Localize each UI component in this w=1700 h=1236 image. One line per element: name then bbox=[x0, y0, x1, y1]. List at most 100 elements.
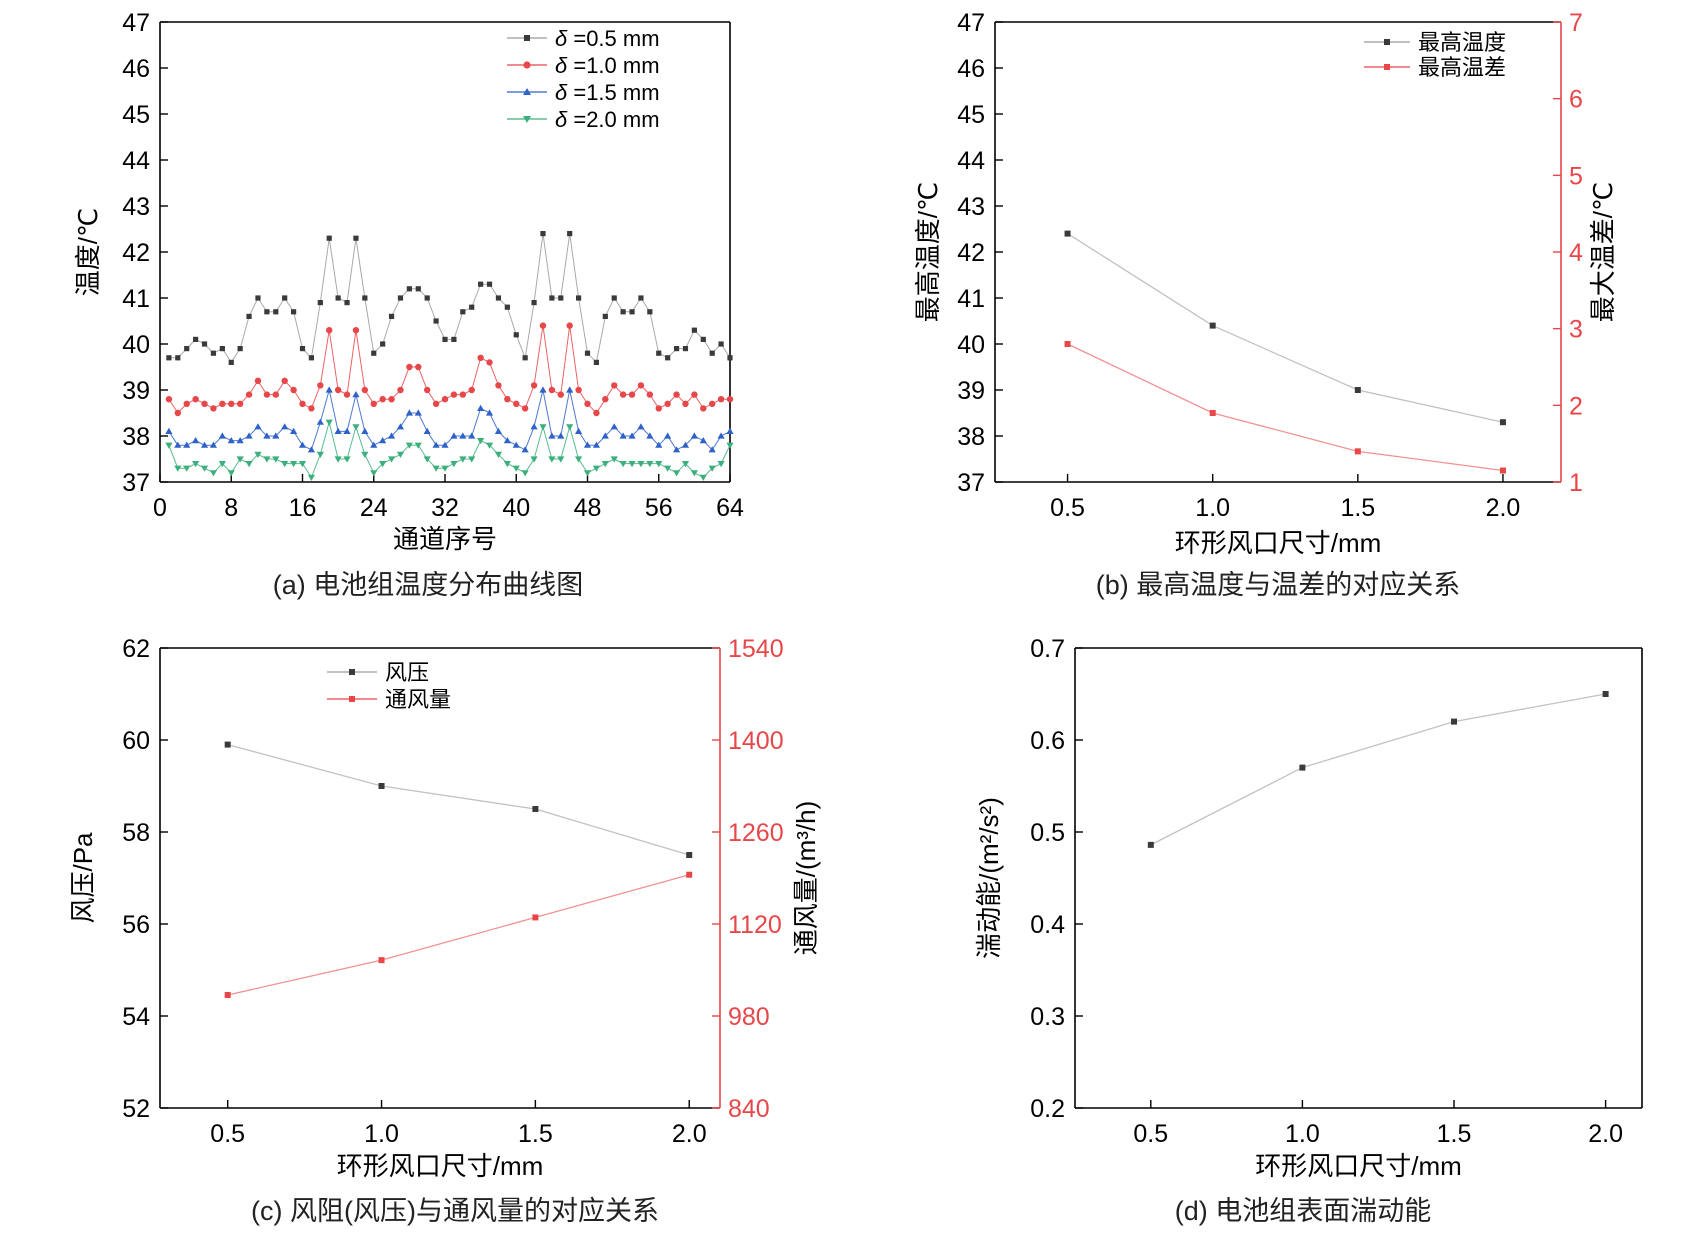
data-point bbox=[495, 382, 502, 389]
data-point bbox=[619, 391, 627, 398]
data-point bbox=[423, 427, 431, 434]
data-point bbox=[307, 446, 316, 453]
data-point bbox=[691, 391, 698, 398]
y-right-tick-label: 1260 bbox=[728, 819, 784, 847]
data-point bbox=[726, 427, 734, 434]
data-point bbox=[1602, 691, 1609, 697]
y-right-tick-label: 1120 bbox=[728, 911, 782, 939]
y-tick-label: 37 bbox=[957, 469, 985, 497]
legend-label: 通风量 bbox=[385, 687, 451, 712]
data-point bbox=[165, 427, 173, 434]
data-point bbox=[371, 350, 377, 356]
data-point bbox=[699, 437, 707, 444]
data-point bbox=[224, 741, 231, 748]
data-point bbox=[708, 465, 716, 472]
series-1 bbox=[224, 871, 693, 998]
y-tick-label: 46 bbox=[122, 55, 150, 83]
data-point bbox=[298, 441, 307, 448]
data-point bbox=[378, 957, 385, 964]
data-point bbox=[193, 336, 199, 342]
series-0 bbox=[224, 741, 693, 858]
x-tick-label: 24 bbox=[360, 494, 388, 522]
series-line bbox=[1150, 693, 1606, 846]
data-point bbox=[1354, 387, 1361, 393]
data-point bbox=[539, 386, 547, 393]
data-point bbox=[601, 461, 609, 468]
y-tick-label: 46 bbox=[957, 55, 985, 83]
series-line bbox=[168, 325, 730, 414]
data-point bbox=[227, 470, 235, 477]
data-point bbox=[647, 309, 653, 315]
x-tick-label: 2.0 bbox=[1486, 494, 1521, 522]
y-tick-label: 43 bbox=[122, 193, 150, 221]
x-tick-label: 64 bbox=[716, 494, 744, 522]
data-point bbox=[1354, 448, 1361, 455]
x-tick-label: 0.5 bbox=[1050, 494, 1085, 522]
data-point bbox=[485, 409, 494, 416]
data-point bbox=[396, 451, 405, 458]
data-point bbox=[325, 386, 333, 393]
data-point bbox=[682, 346, 689, 352]
data-point bbox=[423, 386, 431, 394]
data-point bbox=[414, 442, 422, 449]
data-point bbox=[610, 423, 618, 430]
data-point bbox=[166, 355, 172, 361]
y-right-tick-label: 4 bbox=[1569, 239, 1583, 267]
x-tick-label: 2.0 bbox=[672, 1120, 707, 1148]
y-tick-label: 54 bbox=[122, 1003, 150, 1031]
chart-caption: (c) 风阻(风压)与通风量的对应关系 bbox=[251, 1196, 659, 1226]
data-point bbox=[388, 396, 395, 403]
data-point bbox=[611, 295, 617, 301]
legend-label: δ =2.0 mm bbox=[555, 107, 660, 132]
legend-label: 最高温差 bbox=[1418, 55, 1506, 80]
series-0 bbox=[166, 231, 733, 365]
data-point bbox=[717, 396, 725, 403]
data-point bbox=[690, 432, 698, 439]
data-point bbox=[290, 386, 297, 394]
data-point bbox=[539, 424, 547, 431]
data-point bbox=[477, 404, 485, 411]
y-tick-label: 0.3 bbox=[1030, 1003, 1065, 1031]
y-tick-label: 0.5 bbox=[1030, 819, 1065, 847]
data-point bbox=[441, 396, 449, 403]
y-tick-label: 45 bbox=[957, 101, 985, 129]
data-point bbox=[655, 441, 663, 448]
data-point bbox=[495, 295, 502, 301]
data-point bbox=[263, 456, 271, 463]
x-tick-label: 32 bbox=[431, 494, 459, 522]
data-point bbox=[637, 423, 645, 430]
data-point bbox=[397, 295, 404, 301]
data-point bbox=[531, 300, 537, 306]
data-point bbox=[210, 405, 217, 412]
data-point bbox=[396, 423, 405, 430]
chart-2: 0.5 1.0 1.5 2.0 52 54 56 58 60 62 840 980 1120 1260 14… bbox=[68, 635, 821, 1181]
data-point bbox=[521, 470, 529, 477]
data-point bbox=[539, 322, 547, 329]
data-point bbox=[708, 400, 716, 407]
data-point bbox=[468, 386, 475, 394]
data-point bbox=[468, 456, 476, 463]
data-point bbox=[378, 783, 385, 789]
y-axis-label: 湍动能/(m²/s²) bbox=[974, 797, 1004, 959]
data-point bbox=[370, 400, 377, 407]
data-point bbox=[219, 400, 226, 407]
data-point bbox=[281, 461, 289, 468]
data-point bbox=[628, 391, 636, 398]
y-tick-label: 60 bbox=[122, 727, 150, 755]
data-point bbox=[361, 451, 369, 458]
data-point bbox=[245, 432, 253, 439]
y-tick-label: 39 bbox=[122, 377, 150, 405]
data-point bbox=[521, 446, 529, 453]
data-point bbox=[673, 391, 680, 398]
data-point bbox=[325, 419, 333, 426]
data-point bbox=[1451, 718, 1458, 725]
y-tick-label: 0.4 bbox=[1030, 911, 1065, 939]
data-point bbox=[592, 465, 601, 472]
data-point bbox=[477, 354, 484, 361]
data-point bbox=[192, 396, 199, 403]
data-point bbox=[308, 405, 315, 412]
y-tick-label: 58 bbox=[122, 819, 150, 847]
data-point bbox=[326, 235, 332, 241]
data-point bbox=[486, 359, 493, 366]
